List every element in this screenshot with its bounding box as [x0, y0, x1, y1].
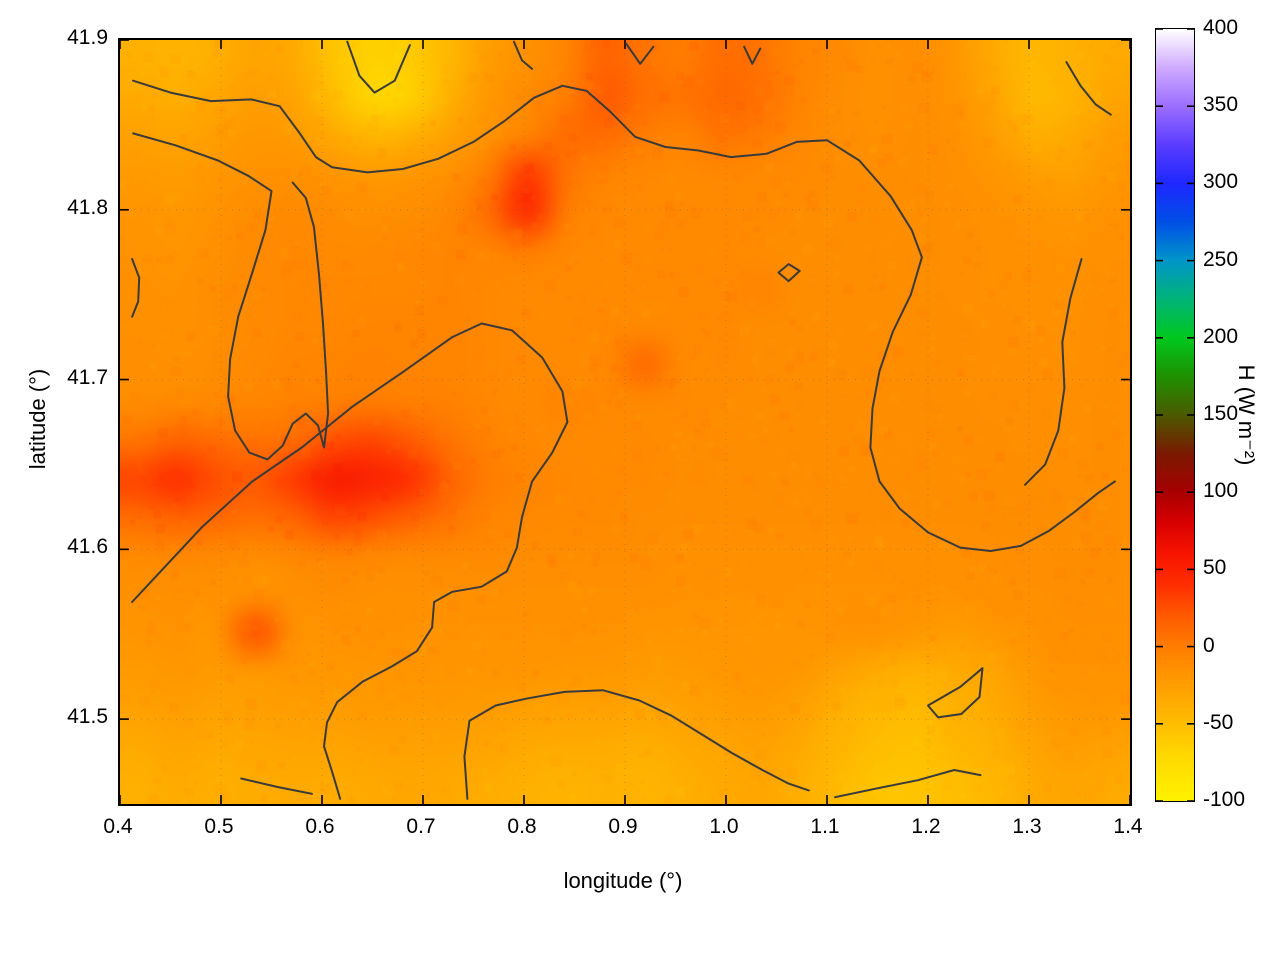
x-tick-label: 1.0 — [709, 815, 739, 838]
y-axis-title: latitude (°) — [25, 368, 50, 470]
x-tick-label: 0.7 — [406, 815, 436, 838]
y-tick-label: 41.5 — [67, 705, 108, 729]
x-tick-label: 1.1 — [810, 815, 840, 838]
colorbar-tick-marks — [1156, 29, 1194, 801]
y-tick-label: 41.7 — [67, 365, 108, 389]
colorbar-title: H (W m⁻²) — [1234, 364, 1259, 466]
colorbar-tick-label: 150 — [1203, 402, 1239, 425]
colorbar-tick-label: 200 — [1203, 324, 1239, 348]
colorbar-tick-label: 50 — [1203, 556, 1227, 580]
x-axis-title: longitude (°) — [563, 868, 683, 893]
contour-overlay — [120, 40, 1130, 804]
y-tick-label: 41.9 — [67, 26, 108, 49]
colorbar-tick-label: 350 — [1203, 93, 1239, 117]
colorbar — [1155, 28, 1195, 802]
colorbar-tick-label: -50 — [1203, 710, 1234, 734]
x-tick-label: 1.4 — [1113, 815, 1143, 838]
heatmap-canvas — [120, 40, 1130, 804]
x-tick-label: 0.6 — [305, 815, 335, 838]
y-tick-label: 41.8 — [67, 195, 108, 219]
colorbar-tick-label: 100 — [1203, 479, 1239, 503]
x-tick-label: 1.2 — [911, 815, 941, 838]
x-tick-label: 1.3 — [1012, 815, 1042, 838]
plot-area — [118, 38, 1132, 806]
colorbar-tick-label: 0 — [1203, 633, 1215, 657]
x-tick-label: 0.5 — [204, 815, 234, 838]
colorbar-tick-label: 400 — [1203, 16, 1239, 39]
colorbar-tick-label: 300 — [1203, 170, 1239, 194]
x-tick-label: 0.8 — [507, 815, 537, 838]
x-tick-label: 0.9 — [608, 815, 638, 838]
y-tick-label: 41.6 — [67, 535, 108, 559]
colorbar-tick-label: -100 — [1203, 788, 1246, 811]
x-tick-label: 0.4 — [103, 815, 133, 838]
colorbar-tick-label: 250 — [1203, 247, 1239, 271]
